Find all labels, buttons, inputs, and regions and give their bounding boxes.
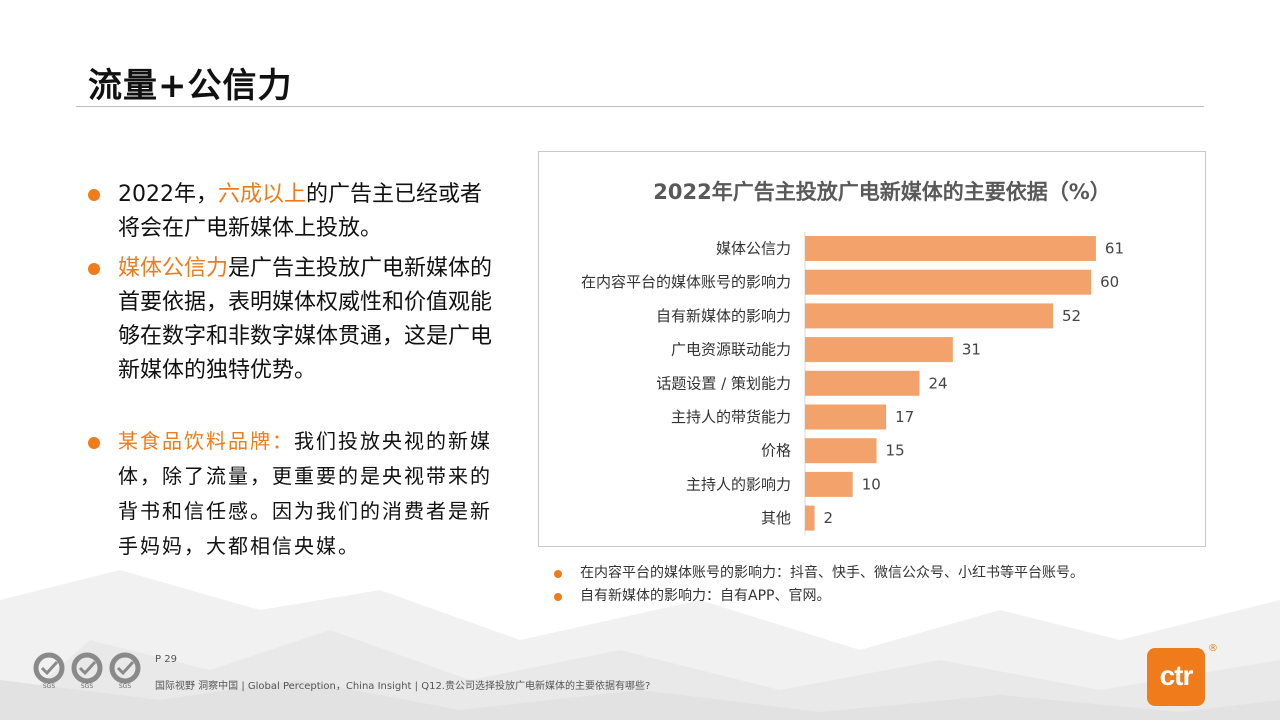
value-label: 15 — [886, 442, 905, 460]
category-label: 在内容平台的媒体账号的影响力 — [581, 273, 791, 291]
bar — [805, 404, 887, 430]
bar-chart: 媒体公信力 61 在内容平台的媒体账号的影响力 60 自有新媒体的影响力 52 广电资源联动… — [581, 232, 1124, 536]
category-label: 媒体公信力 — [716, 240, 791, 258]
bullet-text: 的广告主已经或者将会在广电新媒体上投放。 — [118, 182, 483, 241]
category-label: 主持人的影响力 — [686, 475, 791, 493]
sgs-badge-icon: SGS — [109, 652, 141, 690]
svg-text:SGS: SGS — [119, 683, 131, 690]
brand-quote: 某食品饮料品牌：我们投放央视的新媒体，除了流量，更重要的是央视带来的背书和信任感… — [88, 424, 498, 564]
value-label: 17 — [895, 408, 914, 426]
sgs-certification-icons: SGS SGS SGS — [33, 652, 141, 690]
value-label: 60 — [1100, 273, 1119, 291]
quote-brand: 某食品饮料品牌： — [118, 429, 294, 453]
page-title: 流量+公信力 — [88, 66, 293, 106]
sgs-badge-icon: SGS — [71, 652, 103, 690]
value-label: 31 — [962, 341, 981, 359]
note-item: 自有新媒体的影响力：自有APP、官网。 — [552, 585, 1252, 608]
value-label: 52 — [1062, 307, 1081, 325]
bullet-text: 是广告主投放广电新媒体的首要依据，表明媒体权威性和价值观能够在数字和非数字媒体贯… — [118, 256, 493, 383]
note-text: 自有新媒体的影响力：自有APP、官网。 — [580, 588, 831, 604]
bar — [805, 236, 1096, 261]
bar — [805, 370, 920, 396]
chart-title: 2022年广告主投放广电新媒体的主要依据（%） — [653, 180, 1111, 204]
note-dot-icon — [554, 593, 562, 601]
category-label: 话题设置 / 策划能力 — [656, 374, 791, 392]
bar — [805, 438, 877, 464]
key-points: 2022年，六成以上的广告主已经或者将会在广电新媒体上投放。 媒体公信力是广告主… — [88, 178, 498, 564]
sgs-badge-icon: SGS — [33, 652, 65, 690]
bar — [805, 471, 853, 497]
bullet-prefix: 2022年， — [118, 182, 218, 207]
svg-text:SGS: SGS — [43, 683, 55, 690]
bar — [805, 269, 1092, 295]
bullet-highlight: 媒体公信力 — [118, 256, 229, 281]
category-label: 主持人的带货能力 — [671, 408, 791, 426]
value-label: 10 — [862, 475, 881, 493]
logo-text: ctr — [1159, 660, 1194, 691]
page-number: P 29 — [155, 654, 177, 665]
title-divider — [76, 106, 1204, 107]
bullet-dot-icon — [88, 189, 100, 201]
bullet-item: 媒体公信力是广告主投放广电新媒体的首要依据，表明媒体权威性和价值观能够在数字和非… — [88, 252, 498, 388]
bar — [805, 505, 815, 531]
note-item: 在内容平台的媒体账号的影响力：抖音、快手、微信公众号、小红书等平台账号。 — [552, 562, 1252, 585]
svg-text:SGS: SGS — [81, 683, 93, 690]
value-label: 61 — [1105, 240, 1124, 258]
bullet-highlight: 六成以上 — [218, 182, 307, 207]
chart-panel: 2022年广告主投放广电新媒体的主要依据（%） 媒体公信力 61 在内容平台的媒体账… — [538, 151, 1206, 547]
note-text: 在内容平台的媒体账号的影响力：抖音、快手、微信公众号、小红书等平台账号。 — [580, 565, 1084, 581]
category-label: 其他 — [761, 509, 791, 527]
category-label: 自有新媒体的影响力 — [656, 307, 791, 325]
value-label: 2 — [824, 509, 834, 527]
registered-mark: ® — [1208, 643, 1218, 654]
chart-notes: 在内容平台的媒体账号的影响力：抖音、快手、微信公众号、小红书等平台账号。 自有新… — [552, 562, 1252, 608]
bullet-dot-icon — [88, 437, 100, 449]
quote-text: 我们投放央视的新媒体，除了流量，更重要的是央视带来的背书和信任感。因为我们的消费… — [118, 429, 492, 558]
bullet-item: 2022年，六成以上的广告主已经或者将会在广电新媒体上投放。 — [88, 178, 498, 246]
footer-text: 国际视野 洞察中国 | Global Perception，China Insi… — [155, 681, 651, 692]
value-label: 24 — [928, 374, 947, 392]
category-label: 广电资源联动能力 — [671, 341, 791, 359]
ctr-logo: ctr — [1147, 648, 1205, 706]
note-dot-icon — [554, 570, 562, 578]
bar — [805, 337, 953, 363]
category-label: 价格 — [761, 442, 791, 460]
bar — [805, 303, 1053, 329]
bullet-dot-icon — [88, 263, 100, 275]
